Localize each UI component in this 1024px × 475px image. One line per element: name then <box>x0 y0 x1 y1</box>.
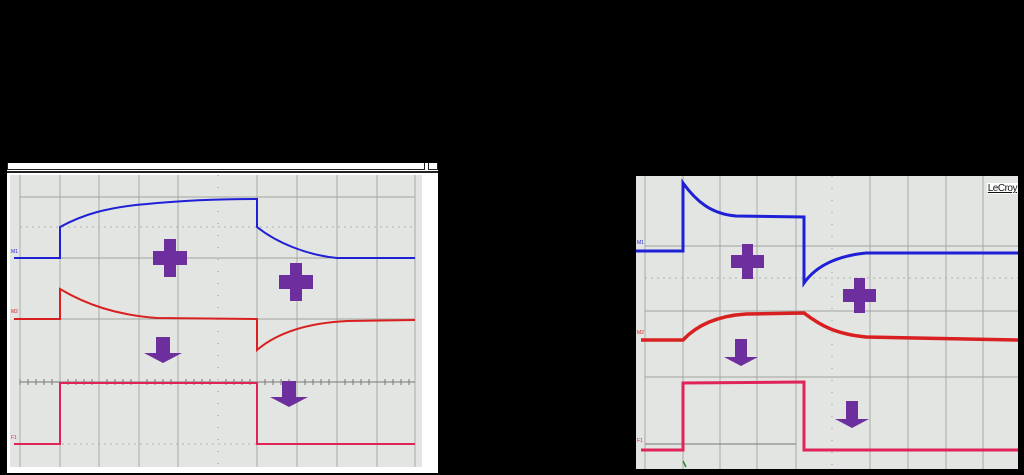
left-divider <box>7 171 438 173</box>
left-waveform-plot: M1 M2 F1 <box>10 175 422 467</box>
f1-channel-label: F1 <box>11 435 17 441</box>
down-arrow-icon <box>724 339 758 366</box>
down-arrow-icon <box>144 337 182 363</box>
plus-icon <box>279 263 313 301</box>
brand-label: LeCroy <box>986 183 1018 194</box>
plus-icon <box>731 244 764 279</box>
m2-channel-label: M2 <box>11 309 18 315</box>
plus-icon <box>153 239 187 277</box>
down-arrow-icon <box>835 401 869 428</box>
right-oscilloscope-panel: M1 M2 F1 LeCroy <box>636 176 1018 469</box>
left-title-box <box>428 163 438 170</box>
plus-icon <box>843 278 876 313</box>
down-arrow-icon <box>270 381 308 407</box>
right-waveform-plot: M1 M2 F1 <box>636 176 1018 469</box>
left-oscilloscope-panel: M1 M2 F1 <box>7 163 438 473</box>
m1-channel-label: M1 <box>637 240 644 246</box>
left-title-bar <box>7 163 425 170</box>
m1-channel-label: M1 <box>11 249 18 255</box>
f1-channel-label: F1 <box>637 438 643 444</box>
m2-channel-label: M2 <box>637 330 644 336</box>
